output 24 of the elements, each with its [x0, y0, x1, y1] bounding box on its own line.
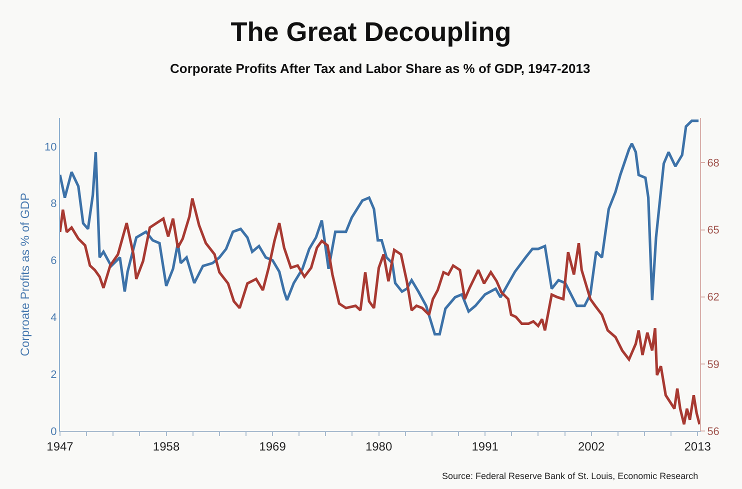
- x-tick-label: 2013: [684, 439, 712, 454]
- x-tick-label: 1980: [365, 439, 392, 454]
- y2-tick-label: 56: [707, 426, 720, 438]
- y-tick-label: 10: [44, 141, 57, 154]
- y2-tick-label: 65: [707, 224, 720, 237]
- line-series: [60, 197, 700, 426]
- y-axis-title: Corproate Profits as % of GDP: [18, 192, 32, 356]
- y2-tick-label: 59: [707, 358, 720, 371]
- x-tick-label: 1991: [472, 439, 499, 454]
- chart-subtitle: Corporate Profits After Tax and Labor Share as % of GDP, 1947-2013: [170, 61, 590, 76]
- y-tick-label: 2: [50, 368, 57, 381]
- y-tick-label: 0: [50, 426, 57, 438]
- x-tick-label: 1947: [46, 439, 74, 454]
- y-tick-label: 4: [50, 312, 57, 324]
- source-note: Source: Federal Reserve Bank of St. Louis, Economic Research: [442, 471, 698, 481]
- x-tick-label: 2002: [578, 439, 605, 454]
- chart-title: The Great Decoupling: [230, 16, 512, 47]
- y-tick-label: 8: [50, 198, 57, 210]
- y-tick-label: 6: [50, 255, 57, 268]
- x-tick-label: 1958: [152, 439, 180, 454]
- x-tick-label: 1969: [259, 439, 286, 454]
- line-series: [60, 120, 700, 336]
- y2-tick-label: 68: [707, 158, 720, 170]
- y2-tick-label: 62: [707, 292, 720, 304]
